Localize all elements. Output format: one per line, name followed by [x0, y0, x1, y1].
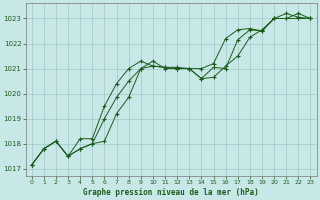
X-axis label: Graphe pression niveau de la mer (hPa): Graphe pression niveau de la mer (hPa) — [83, 188, 259, 197]
